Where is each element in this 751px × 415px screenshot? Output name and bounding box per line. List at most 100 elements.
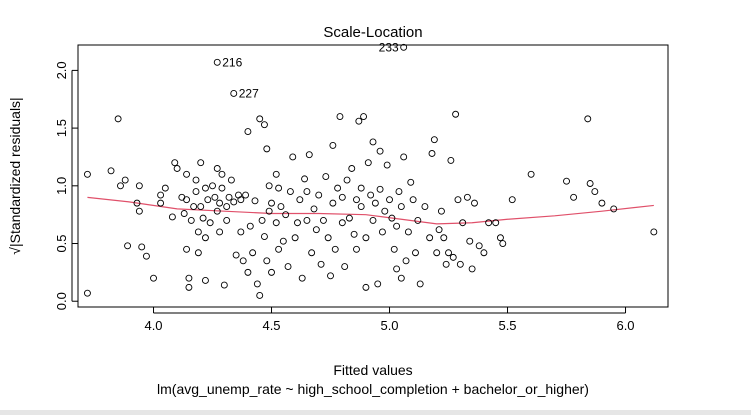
data-point [230,198,238,206]
data-point [223,216,231,224]
data-point [338,193,346,201]
data-point [263,257,271,265]
data-point [416,280,424,288]
data-point [180,210,188,217]
data-point [421,203,429,211]
data-point [260,121,268,129]
data-point [397,274,405,282]
data-point [275,245,283,253]
y-axis: 0.0 0.5 1.0 1.5 2.0 [54,61,78,310]
data-point [204,196,212,204]
data-point [386,196,393,204]
data-point [183,170,191,178]
data-point [591,188,599,196]
outlier-point [213,58,221,66]
data-point [586,180,594,187]
data-point [449,253,457,261]
data-point [353,196,360,204]
outlier-point [230,90,238,97]
data-point [279,237,287,245]
data-point [187,216,195,224]
data-point [374,280,382,288]
data-point [263,145,271,153]
data-point [404,228,412,236]
data-point [367,191,375,199]
data-point [397,203,405,211]
data-point [414,216,422,224]
data-point [138,243,146,251]
x-tick-label: 4.0 [144,318,162,333]
model-formula-subtitle: lm(avg_unemp_rate ~ high_school_completi… [157,381,589,397]
y-tick-label: 1.0 [54,177,69,195]
y-axis-label: √|Standardized residuals| [7,97,23,254]
data-point [272,170,280,178]
data-point [183,245,191,253]
data-point [227,176,235,184]
data-point [232,251,240,259]
data-point [121,176,129,184]
data-point [381,207,389,215]
data-point [319,216,327,224]
data-point [388,214,396,222]
data-point [268,199,275,207]
data-point [235,191,242,199]
data-point [133,199,141,207]
outlier-label: 216 [222,55,242,69]
data-point [201,234,209,242]
data-point [350,230,358,238]
data-point [216,228,224,236]
data-point [334,184,342,192]
data-point [362,234,370,242]
data-point [303,216,311,224]
data-point [570,193,578,201]
data-point [253,280,261,288]
data-point [294,219,301,227]
data-point [353,245,360,253]
data-point [289,153,297,161]
data-point [303,188,311,196]
data-point [135,207,143,215]
data-point [197,203,205,211]
data-point [237,196,245,204]
data-point [173,165,181,172]
data-point [378,228,386,236]
data-point [239,257,247,265]
y-tick-label: 0.5 [54,234,69,252]
data-point [298,274,306,282]
data-point [437,207,445,215]
data-point [376,185,384,193]
data-point [331,245,339,253]
x-tick-label: 6.0 [616,318,634,333]
data-point [345,214,353,222]
data-point [357,184,365,192]
data-point [485,219,493,227]
points-group [83,110,658,299]
x-tick-label: 5.5 [498,318,516,333]
data-point [563,177,570,185]
data-point [301,175,309,183]
data-point [284,263,292,271]
data-point [312,226,320,234]
data-point [341,263,349,271]
data-point [218,184,226,192]
data-point [324,234,332,242]
data-point [168,213,176,221]
data-point [459,219,467,227]
data-point [315,191,323,199]
data-point [256,115,264,123]
data-point [272,219,280,227]
data-point [383,161,391,169]
data-point [395,188,403,196]
data-point [463,193,471,201]
data-point [308,249,316,257]
data-point [220,281,228,289]
data-point [317,260,325,268]
data-point [194,249,202,257]
data-point [183,196,191,204]
data-point [650,228,658,236]
data-point [364,159,372,167]
data-point [244,128,252,136]
data-point [435,226,443,234]
data-point [400,153,408,161]
